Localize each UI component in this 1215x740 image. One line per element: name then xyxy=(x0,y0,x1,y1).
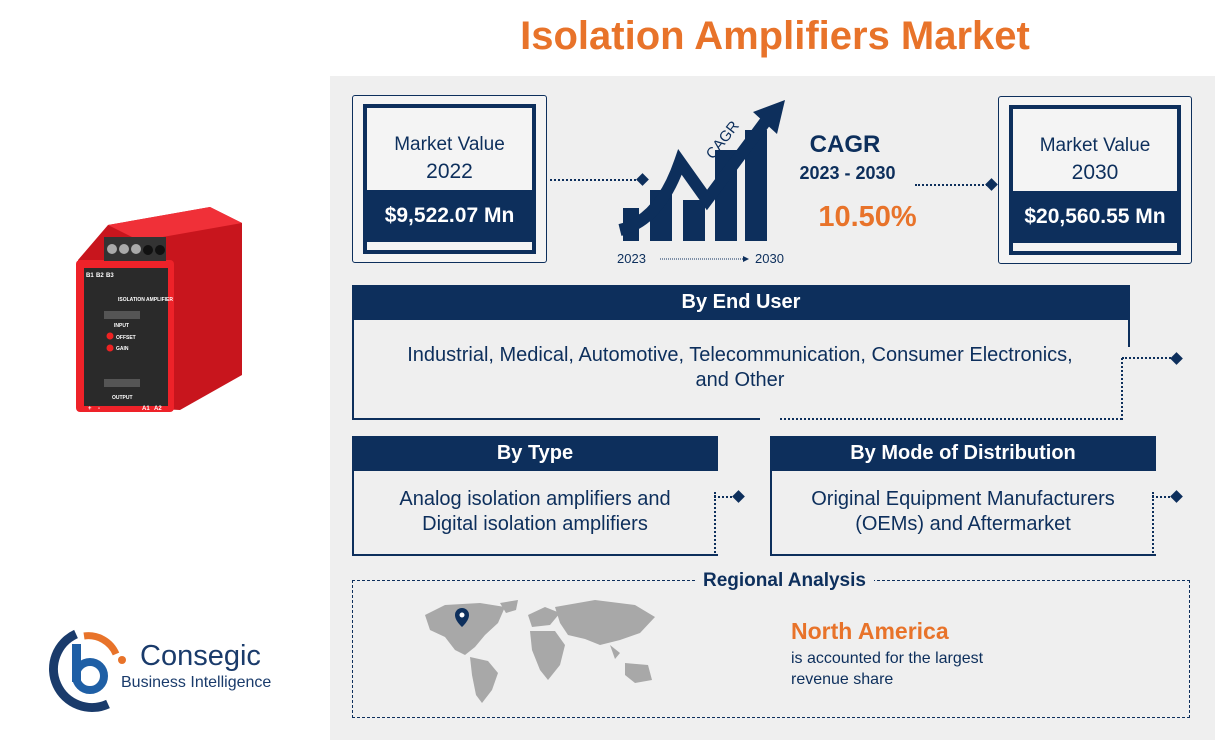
distribution-header: By Mode of Distribution xyxy=(770,436,1156,471)
section-border-dotted xyxy=(714,492,716,556)
type-text: Analog isolation amplifiers and Digital … xyxy=(399,488,671,535)
end-user-text: Industrial, Medical, Automotive, Telecom… xyxy=(407,344,1073,391)
label-isolation: ISOLATION AMPLIFIER xyxy=(118,297,173,303)
label-minus: - xyxy=(98,406,100,412)
region-name: North America xyxy=(791,618,949,644)
type-header: By Type xyxy=(352,436,718,471)
market-value-year: 2030 xyxy=(1071,161,1119,184)
regional-title: Regional Analysis xyxy=(695,570,874,592)
market-value-2022-card: Market Value 2022 $9,522.07 Mn xyxy=(352,95,547,263)
cagr-growth-chart-icon: CAGR 2023 2030 xyxy=(617,100,785,266)
logo-subtitle: Business Intelligence xyxy=(121,674,272,691)
connector-line xyxy=(714,496,736,498)
label-b1: B1 xyxy=(86,273,94,279)
region-description: is accounted for the largest revenue sha… xyxy=(791,650,984,688)
section-border-dotted xyxy=(1152,492,1154,556)
label-input: INPUT xyxy=(114,323,129,329)
section-border-dotted xyxy=(780,418,1122,420)
isolation-amplifier-product-image: B1 B2 B3 ISOLATION AMPLIFIER INPUT OFFSE… xyxy=(76,207,242,412)
cagr-start-year: 2023 xyxy=(617,251,646,266)
cagr-end-year: 2030 xyxy=(755,251,784,266)
label-output: OUTPUT xyxy=(112,395,133,401)
connector-line xyxy=(1122,357,1174,359)
connector-line xyxy=(915,184,991,186)
market-value-2030-card: Market Value 2030 $20,560.55 Mn xyxy=(998,96,1192,264)
label-gain: GAIN xyxy=(116,346,129,352)
label-plus: + xyxy=(88,406,92,412)
end-user-header: By End User xyxy=(352,285,1130,320)
market-value-label: Market Value xyxy=(1039,135,1151,156)
label-offset: OFFSET xyxy=(116,335,136,341)
cagr-period: 2023 - 2030 xyxy=(799,163,896,183)
label-b2: B2 xyxy=(96,273,104,279)
logo-name: Consegic xyxy=(140,640,261,672)
world-map-icon xyxy=(425,600,655,703)
connector-line xyxy=(550,179,640,181)
label-a2: A2 xyxy=(154,406,162,412)
label-a1: A1 xyxy=(142,406,150,412)
market-value-amount: $9,522.07 Mn xyxy=(367,190,532,242)
section-border xyxy=(352,418,760,420)
cagr-value: 10.50% xyxy=(818,201,917,233)
market-value-year: 2022 xyxy=(426,160,473,183)
label-b3: B3 xyxy=(106,273,114,279)
section-border-dotted xyxy=(1121,358,1123,420)
consegic-logo-icon xyxy=(49,629,126,712)
connector-line xyxy=(1152,496,1174,498)
market-value-amount: $20,560.55 Mn xyxy=(1013,191,1177,243)
page-title: Isolation Amplifiers Market xyxy=(520,14,1030,58)
market-value-label: Market Value xyxy=(394,134,505,155)
distribution-text: Original Equipment Manufacturers (OEMs) … xyxy=(811,488,1115,535)
cagr-title: CAGR xyxy=(809,131,881,158)
